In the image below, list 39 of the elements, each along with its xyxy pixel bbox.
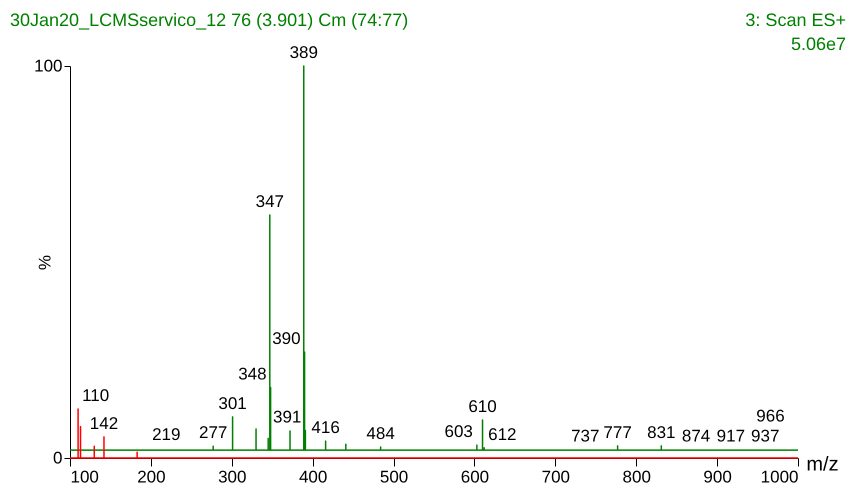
- annotation: 610: [468, 396, 497, 416]
- annotation: 917: [716, 426, 746, 446]
- annotation: 348: [238, 364, 267, 384]
- annotation: 831: [647, 422, 676, 442]
- annotation: 777: [603, 422, 632, 442]
- x-tick-label: 100: [70, 468, 99, 486]
- annotation: 301: [218, 394, 247, 413]
- annotation: 110: [82, 386, 110, 405]
- annotation: 347: [256, 192, 284, 211]
- y-axis-title: %: [36, 254, 54, 270]
- text: 5.06e7: [790, 34, 846, 54]
- annotation: 966: [756, 406, 785, 426]
- y-tick-label: 0: [53, 448, 62, 468]
- annotation: 390: [272, 329, 301, 348]
- annotation: 219: [152, 425, 180, 444]
- text: 3: Scan ES+: [745, 10, 846, 30]
- x-tick-label: 500: [380, 468, 408, 486]
- x-tick-label: 800: [622, 468, 651, 486]
- x-tick-label: 700: [542, 468, 570, 486]
- annotation: 484: [366, 424, 395, 444]
- annotation: 277: [198, 423, 228, 442]
- chart-title: 30Jan20_LCMSservico_12 76 (3.901) Cm (74:77): [10, 10, 408, 30]
- x-tick-label: 400: [298, 468, 328, 486]
- x-tick-label: 200: [137, 468, 166, 486]
- annotation: 389: [290, 43, 318, 62]
- annotation: 416: [311, 418, 340, 438]
- x-tick-label: 600: [460, 468, 490, 486]
- annotation: 612: [488, 424, 517, 444]
- x-tick-label: 900: [703, 468, 732, 486]
- annotation: 874: [682, 426, 710, 446]
- line-series: [69, 65, 799, 451]
- annotation: 937: [751, 426, 780, 446]
- x-tick-label: 1000: [760, 468, 798, 486]
- annotation: 737: [571, 426, 600, 446]
- annotation: 142: [90, 414, 118, 433]
- x-axis-title: m/z: [806, 454, 839, 476]
- annotation: 391: [273, 408, 302, 427]
- x-tick-label: 300: [218, 468, 246, 486]
- annotation: 603: [444, 422, 473, 442]
